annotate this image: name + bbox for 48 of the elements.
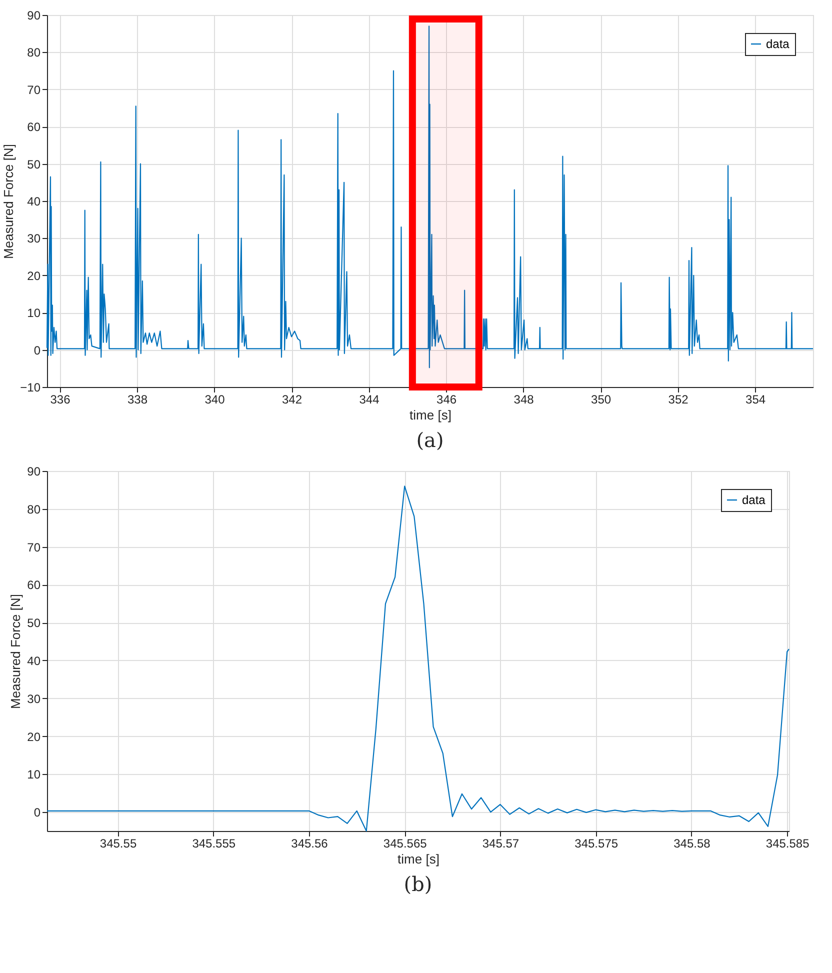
x-tick-label: 345.56 <box>291 836 328 850</box>
legend-label: data <box>742 493 766 507</box>
x-tick-label: 345.58 <box>674 836 711 850</box>
line-series <box>46 26 814 368</box>
x-tick-label: 344 <box>359 392 380 406</box>
x-tick-label: 348 <box>514 392 534 406</box>
y-axis-title: Measured Force [N] <box>1 144 16 259</box>
y-tick-label: 80 <box>27 46 41 60</box>
y-tick-label: 90 <box>27 8 41 22</box>
text: (a) <box>416 428 444 452</box>
x-axis-title: time [s] <box>410 408 452 422</box>
x-tick-label: 345.57 <box>482 836 520 850</box>
x-tick-label: 346 <box>436 392 457 406</box>
y-tick-label: 20 <box>27 730 41 744</box>
x-tick-label: 352 <box>668 392 689 406</box>
legend-label: data <box>766 37 790 51</box>
y-tick-label: 50 <box>27 157 41 172</box>
y-tick-label: 70 <box>27 540 41 554</box>
x-tick-label: 338 <box>127 392 148 406</box>
y-tick-label: 10 <box>27 768 41 782</box>
y-tick-label: 0 <box>34 806 41 820</box>
y-tick-label: 90 <box>27 464 41 478</box>
x-tick-label: 342 <box>282 392 302 406</box>
x-tick-label: 345.555 <box>192 836 236 850</box>
y-axis-title: Measured Force [N] <box>8 594 24 709</box>
x-tick-label: 354 <box>746 392 766 406</box>
y-tick-label: 40 <box>27 654 41 668</box>
x-tick-label: 340 <box>204 392 226 406</box>
x-tick-label: 345.55 <box>100 836 137 850</box>
y-tick-label: 30 <box>27 692 41 706</box>
x-tick-label: 345.565 <box>383 836 428 850</box>
text: (b) <box>404 872 432 896</box>
x-tick-label: 345.575 <box>574 836 618 850</box>
y-tick-label: 40 <box>27 194 41 208</box>
y-tick-label: 0 <box>34 343 41 358</box>
x-tick-label: 345.585 <box>766 836 810 850</box>
y-tick-label: 80 <box>27 502 41 516</box>
x-tick-label: 336 <box>50 392 71 406</box>
y-tick-label: 10 <box>27 306 41 320</box>
y-tick-label: −10 <box>20 380 41 394</box>
y-tick-label: 50 <box>27 616 41 630</box>
y-tick-label: 20 <box>27 268 41 283</box>
x-axis-title: time [s] <box>398 852 440 866</box>
y-tick-label: 60 <box>27 578 41 592</box>
y-tick-label: 70 <box>27 82 41 97</box>
y-tick-label: 30 <box>27 232 41 246</box>
x-tick-label: 350 <box>591 392 612 406</box>
y-tick-label: 60 <box>27 120 41 134</box>
